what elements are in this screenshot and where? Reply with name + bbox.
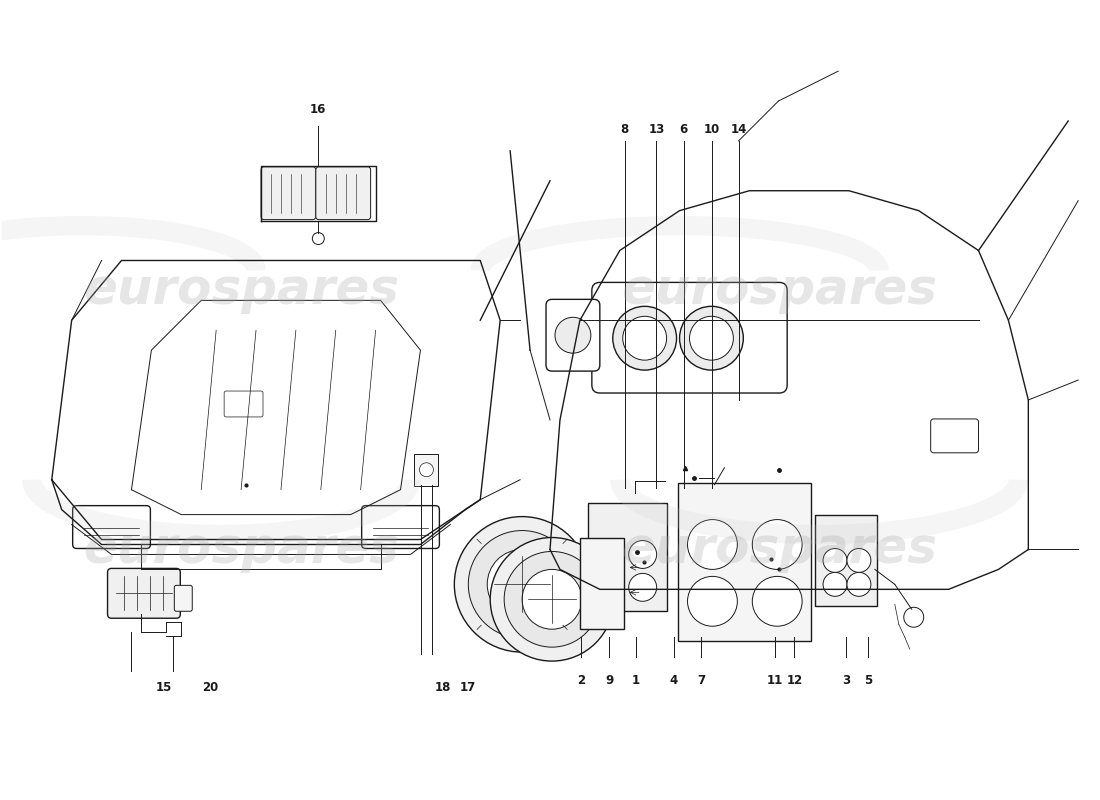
FancyBboxPatch shape <box>224 391 263 417</box>
FancyBboxPatch shape <box>815 514 877 606</box>
Text: 20: 20 <box>202 681 218 694</box>
FancyBboxPatch shape <box>580 538 624 630</box>
Text: eurospares: eurospares <box>621 526 937 574</box>
Text: 2: 2 <box>576 674 585 687</box>
Circle shape <box>454 517 590 652</box>
FancyBboxPatch shape <box>678 482 811 641</box>
Circle shape <box>613 306 676 370</box>
Circle shape <box>752 519 802 570</box>
Circle shape <box>629 574 657 602</box>
Circle shape <box>823 572 847 596</box>
Circle shape <box>469 530 576 638</box>
Text: 11: 11 <box>767 674 783 687</box>
FancyBboxPatch shape <box>546 299 600 371</box>
Text: 9: 9 <box>605 674 614 687</box>
FancyBboxPatch shape <box>587 502 667 611</box>
Text: 6: 6 <box>680 123 688 136</box>
Circle shape <box>487 550 557 619</box>
Circle shape <box>522 570 582 630</box>
FancyBboxPatch shape <box>73 506 151 549</box>
Circle shape <box>596 574 624 602</box>
Text: 18: 18 <box>434 681 451 694</box>
FancyBboxPatch shape <box>261 167 316 220</box>
Circle shape <box>596 541 624 569</box>
Text: 15: 15 <box>156 681 173 694</box>
Text: eurospares: eurospares <box>84 526 399 574</box>
FancyBboxPatch shape <box>362 506 439 549</box>
Circle shape <box>629 541 657 569</box>
Text: 13: 13 <box>648 123 664 136</box>
FancyBboxPatch shape <box>415 454 439 486</box>
Circle shape <box>688 519 737 570</box>
FancyBboxPatch shape <box>174 586 192 611</box>
Text: 14: 14 <box>730 123 747 136</box>
Circle shape <box>556 318 591 353</box>
Text: eurospares: eurospares <box>621 266 937 314</box>
FancyBboxPatch shape <box>592 282 788 393</box>
Text: 7: 7 <box>697 674 705 687</box>
Circle shape <box>690 316 734 360</box>
Text: 10: 10 <box>704 123 720 136</box>
Circle shape <box>680 306 744 370</box>
FancyBboxPatch shape <box>316 167 371 220</box>
Text: 4: 4 <box>670 674 678 687</box>
Text: 5: 5 <box>864 674 872 687</box>
FancyBboxPatch shape <box>108 569 180 618</box>
Text: 17: 17 <box>460 681 476 694</box>
Circle shape <box>623 316 667 360</box>
FancyBboxPatch shape <box>931 419 979 453</box>
Text: 12: 12 <box>786 674 803 687</box>
Text: 1: 1 <box>631 674 639 687</box>
Circle shape <box>504 551 600 647</box>
Circle shape <box>752 576 802 626</box>
Circle shape <box>823 549 847 572</box>
Circle shape <box>847 572 871 596</box>
Circle shape <box>904 607 924 627</box>
Text: 8: 8 <box>620 123 629 136</box>
Text: 3: 3 <box>842 674 850 687</box>
Circle shape <box>312 233 324 245</box>
Circle shape <box>491 538 614 661</box>
Text: 16: 16 <box>310 103 327 116</box>
Circle shape <box>419 462 433 477</box>
Circle shape <box>847 549 871 572</box>
Text: eurospares: eurospares <box>84 266 399 314</box>
Circle shape <box>688 576 737 626</box>
